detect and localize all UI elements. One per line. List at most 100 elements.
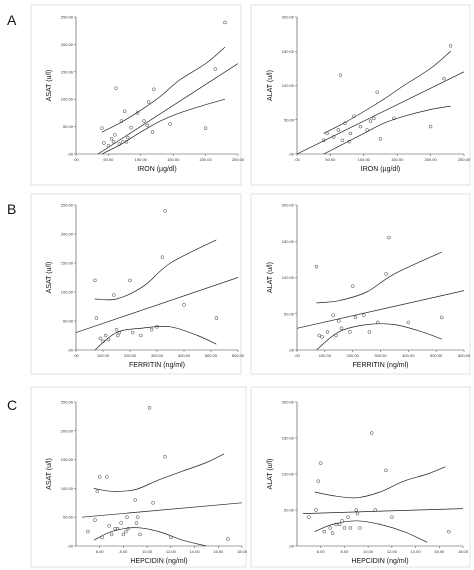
regression-line <box>97 63 238 154</box>
data-point <box>316 479 321 483</box>
x-tick-label: 12.00 <box>387 549 398 554</box>
data-point <box>119 119 124 123</box>
data-point <box>314 264 319 269</box>
data-point <box>334 333 338 338</box>
regression-line <box>297 290 464 329</box>
y-tick-label: 100.00 <box>61 486 74 491</box>
x-tick-label: 50.00 <box>325 157 336 162</box>
data-point <box>126 526 130 531</box>
data-point <box>387 235 391 240</box>
x-tick-label: 150.00 <box>391 157 404 162</box>
y-tick-label: 200.00 <box>61 428 74 433</box>
panel-frame <box>250 4 471 186</box>
panel-label-b: B <box>7 201 16 217</box>
data-point <box>97 475 102 479</box>
data-point <box>390 515 394 519</box>
x-tick-label: 300.00 <box>374 353 387 358</box>
y-tick-label: 100.00 <box>282 275 295 280</box>
y-tick-label: 150.00 <box>61 69 74 74</box>
data-point <box>369 431 374 435</box>
x-tick-label: .00 <box>73 157 79 162</box>
y-tick-label: 250.00 <box>61 203 74 208</box>
x-tick-label: 100.00 <box>358 157 371 162</box>
data-point <box>375 320 380 325</box>
x-tick-label: 500.00 <box>430 353 443 358</box>
ci-lower-curve <box>94 325 217 350</box>
y-tick-label: 150.00 <box>61 261 74 266</box>
data-point <box>135 111 140 115</box>
y-tick-label: 100.00 <box>282 83 295 88</box>
data-point <box>322 529 327 534</box>
data-point <box>320 335 324 339</box>
data-point <box>109 532 114 537</box>
data-point <box>334 522 338 527</box>
y-tick-label: .00 <box>67 544 73 549</box>
data-point <box>213 67 218 71</box>
x-tick-label: 300.00 <box>151 353 164 358</box>
data-point <box>94 316 99 320</box>
panel-frame <box>30 193 242 375</box>
y-tick-label: 100.00 <box>282 472 295 477</box>
x-tick-label: .00 <box>294 353 300 358</box>
y-tick-label: 50.00 <box>63 319 74 324</box>
x-tick-label: 8.00 <box>120 549 129 554</box>
x-tick-label: 100.00 <box>319 353 332 358</box>
ci-lower-curve <box>316 323 442 350</box>
data-point <box>113 133 117 137</box>
x-tick-label: 14.00 <box>190 549 201 554</box>
x-axis-label: HEPCIDIN (ng/ml) <box>351 558 408 565</box>
data-point <box>119 521 123 525</box>
data-point <box>135 515 140 519</box>
data-point <box>160 255 165 259</box>
chart-panel-1: .00 50.00 100.00 150.00 200.00 250.00 .00 50.00… <box>30 4 245 186</box>
data-point <box>368 119 373 123</box>
data-point <box>130 330 135 335</box>
x-tick-label: 200.00 <box>347 353 360 358</box>
data-point <box>321 138 326 143</box>
data-point <box>348 131 353 136</box>
x-tick-label: 10.00 <box>363 549 374 554</box>
y-tick-label: .00 <box>288 544 294 549</box>
data-point <box>373 508 378 512</box>
data-point <box>339 326 344 331</box>
data-point <box>328 526 332 530</box>
data-point <box>155 325 159 329</box>
y-tick-label: .00 <box>288 152 294 157</box>
data-point <box>101 339 105 344</box>
ci-lower-curve <box>101 98 226 154</box>
data-point <box>325 330 330 334</box>
x-axis-label: IRON (µg/dl) <box>361 166 400 173</box>
x-tick-label: 150.00 <box>167 157 180 162</box>
y-tick-label: 50.00 <box>63 124 74 129</box>
x-tick-label: 600.00 <box>232 353 245 358</box>
data-point <box>348 330 352 334</box>
data-point <box>163 454 167 459</box>
ci-upper-curve <box>94 239 217 301</box>
data-point <box>106 144 111 148</box>
data-point <box>139 333 143 338</box>
data-point <box>358 526 362 530</box>
data-point <box>116 333 120 338</box>
x-tick-label: 14.00 <box>411 549 422 554</box>
data-point <box>348 526 353 530</box>
data-point <box>125 515 129 519</box>
x-tick-label: 8.00 <box>341 549 350 554</box>
data-point <box>124 529 128 534</box>
data-point <box>314 508 318 512</box>
data-point <box>112 293 116 297</box>
data-point <box>102 141 106 145</box>
y-tick-label: 250.00 <box>61 15 74 20</box>
data-point <box>182 303 186 307</box>
data-point <box>352 114 356 119</box>
data-point <box>342 526 347 530</box>
y-tick-label: 150.00 <box>282 436 295 441</box>
data-point <box>109 136 114 141</box>
x-tick-label: 50.00 <box>103 157 114 162</box>
y-axis-label: ASAT (u/l) <box>46 458 53 490</box>
data-point <box>93 278 97 283</box>
data-point <box>375 90 379 95</box>
x-axis-label: FERRITIN (ng/ml) <box>353 362 409 369</box>
y-tick-label: 50.00 <box>63 515 74 520</box>
data-point <box>117 142 122 146</box>
data-point <box>337 319 341 323</box>
